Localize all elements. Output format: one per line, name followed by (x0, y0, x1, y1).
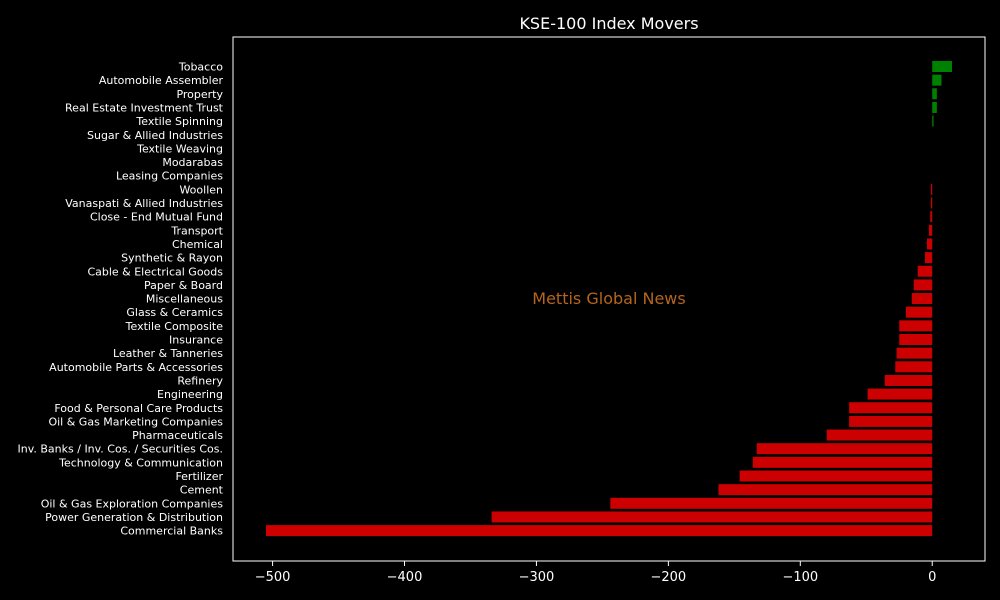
category-label: Paper & Board (144, 279, 223, 292)
category-label: Automobile Parts & Accessories (49, 361, 223, 374)
category-label: Power Generation & Distribution (45, 511, 223, 524)
watermark-text: Mettis Global News (532, 289, 685, 308)
category-label: Leather & Tanneries (113, 347, 223, 360)
category-label: Inv. Banks / Inv. Cos. / Securities Cos. (18, 443, 223, 456)
category-label: Textile Composite (125, 320, 224, 333)
chart-title: KSE-100 Index Movers (519, 14, 698, 33)
category-label: Textile Weaving (136, 142, 223, 155)
category-label: Sugar & Allied Industries (87, 129, 223, 142)
bar (867, 388, 933, 400)
category-label: Real Estate Investment Trust (65, 101, 224, 114)
category-label: Woollen (179, 183, 223, 196)
bar (930, 211, 933, 223)
bar (926, 238, 933, 250)
bar (924, 252, 933, 264)
bar (905, 306, 933, 318)
bar (896, 347, 933, 359)
bar (899, 334, 933, 345)
category-label: Oil & Gas Exploration Companies (41, 497, 224, 510)
category-label: Automobile Assembler (99, 74, 224, 87)
bar (930, 183, 933, 195)
bar (849, 415, 933, 427)
bar (913, 279, 933, 291)
x-tick-label: −400 (387, 570, 423, 585)
x-tick-label: −200 (651, 570, 687, 585)
bar (756, 443, 933, 455)
x-tick-label: −100 (782, 570, 818, 585)
bar (265, 525, 933, 537)
bar (932, 74, 942, 86)
category-label: Food & Personal Care Products (54, 402, 223, 415)
category-label: Modarabas (162, 156, 223, 169)
bar (917, 265, 933, 277)
bar (491, 511, 933, 523)
bar (826, 429, 933, 441)
x-tick-label: 0 (928, 570, 936, 585)
bar (895, 361, 933, 373)
category-label: Leasing Companies (116, 170, 223, 183)
x-axis-ticks: −500 −400 −300 −200 −100 0 (255, 561, 936, 585)
x-tick-label: −300 (519, 570, 555, 585)
bars-group (265, 61, 953, 537)
bar (718, 484, 933, 496)
bar (932, 88, 937, 100)
category-label: Cable & Electrical Goods (87, 265, 223, 278)
category-label: Tobacco (178, 61, 223, 74)
bar (911, 293, 933, 305)
category-label: Synthetic & Rayon (121, 252, 223, 265)
bar (849, 402, 933, 414)
category-label: Fertilizer (175, 470, 223, 483)
bar (884, 374, 933, 386)
category-label: Pharmaceuticals (132, 429, 223, 442)
category-label: Close - End Mutual Fund (90, 211, 223, 224)
category-label: Refinery (177, 374, 223, 387)
bar (930, 197, 933, 209)
x-tick-label: −500 (255, 570, 291, 585)
category-label: Cement (180, 484, 224, 497)
bar (610, 497, 933, 509)
category-label: Engineering (157, 388, 223, 401)
category-label: Commercial Banks (120, 525, 223, 538)
category-label: Technology & Communication (58, 456, 223, 469)
bar (928, 224, 933, 236)
category-label: Chemical (172, 238, 223, 251)
category-label: Glass & Ceramics (126, 306, 223, 319)
bar (932, 101, 937, 113)
category-label: Oil & Gas Marketing Companies (48, 415, 223, 428)
bar (932, 115, 934, 127)
bar (752, 456, 933, 468)
category-label: Insurance (169, 334, 223, 347)
plot-frame (232, 36, 986, 562)
bar (932, 61, 953, 72)
category-label: Miscellaneous (146, 293, 223, 306)
category-label: Vanaspati & Allied Industries (65, 197, 223, 210)
bar (899, 320, 933, 332)
bar (739, 470, 933, 482)
category-label: Property (176, 88, 223, 101)
category-label: Transport (170, 224, 223, 237)
category-label: Textile Spinning (135, 115, 223, 128)
